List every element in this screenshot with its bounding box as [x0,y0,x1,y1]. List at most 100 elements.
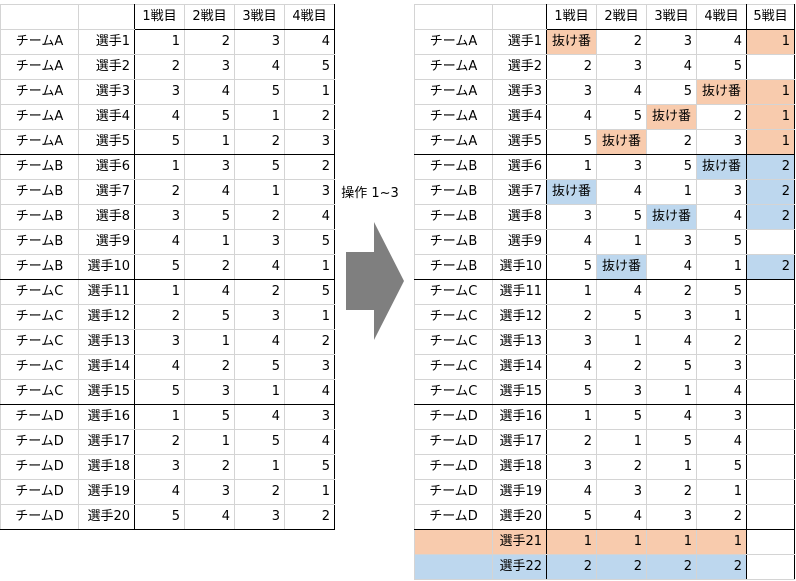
value-cell[interactable]: 抜け番 [646,204,697,230]
value-cell[interactable]: 2 [234,479,285,505]
player-cell[interactable]: 選手5 [78,129,135,155]
team-cell[interactable]: チームB [0,154,79,180]
value-cell[interactable]: 2 [184,254,235,280]
player-cell[interactable]: 選手1 [492,29,547,55]
value-cell[interactable]: 5 [134,254,185,280]
value-cell[interactable]: 2 [546,554,597,580]
value-cell[interactable]: 3 [184,154,235,180]
value-cell[interactable]: 2 [546,304,597,330]
value-cell[interactable]: 1 [134,404,185,430]
player-cell[interactable]: 選手15 [492,379,547,405]
value-cell[interactable]: 4 [234,329,285,355]
value-cell[interactable]: 2 [646,479,697,505]
value-cell[interactable]: 3 [234,504,285,530]
blank-cell[interactable] [492,4,547,30]
column-header[interactable]: 1戦目 [134,4,185,30]
team-cell[interactable]: チームD [414,504,493,530]
fifth-match-cell[interactable]: 1 [746,79,795,105]
value-cell[interactable]: 4 [134,104,185,130]
blank-cell[interactable] [414,4,493,30]
value-cell[interactable]: 2 [646,554,697,580]
value-cell[interactable]: 2 [696,554,747,580]
value-cell[interactable]: 3 [596,379,647,405]
team-cell[interactable]: チームB [414,154,493,180]
fifth-match-cell[interactable]: 2 [746,254,795,280]
fifth-match-cell[interactable]: 2 [746,204,795,230]
value-cell[interactable]: 2 [646,129,697,155]
player-cell[interactable]: 選手12 [78,304,135,330]
player-cell[interactable]: 選手21 [492,529,547,555]
player-cell[interactable]: 選手3 [78,79,135,105]
team-cell[interactable]: チームD [0,454,79,480]
value-cell[interactable]: 2 [596,354,647,380]
player-cell[interactable]: 選手9 [78,229,135,255]
player-cell[interactable]: 選手8 [492,204,547,230]
team-cell[interactable]: チームA [414,129,493,155]
value-cell[interactable]: 1 [596,429,647,455]
value-cell[interactable]: 3 [284,404,335,430]
value-cell[interactable]: 2 [284,104,335,130]
value-cell[interactable]: 抜け番 [546,179,597,205]
value-cell[interactable]: 3 [646,504,697,530]
team-cell[interactable]: チームB [0,254,79,280]
team-cell[interactable] [414,554,493,580]
value-cell[interactable]: 5 [184,204,235,230]
value-cell[interactable]: 3 [234,304,285,330]
value-cell[interactable]: 1 [646,179,697,205]
value-cell[interactable]: 4 [696,204,747,230]
value-cell[interactable]: 2 [284,504,335,530]
value-cell[interactable]: 4 [284,379,335,405]
value-cell[interactable]: 1 [184,429,235,455]
value-cell[interactable]: 2 [134,429,185,455]
value-cell[interactable]: 3 [696,354,747,380]
value-cell[interactable]: 3 [284,129,335,155]
value-cell[interactable]: 3 [284,179,335,205]
player-cell[interactable]: 選手7 [78,179,135,205]
player-cell[interactable]: 選手13 [492,329,547,355]
player-cell[interactable]: 選手11 [78,279,135,305]
value-cell[interactable]: 2 [234,204,285,230]
fifth-match-cell[interactable] [746,529,795,555]
value-cell[interactable]: 3 [646,304,697,330]
value-cell[interactable]: 1 [234,179,285,205]
value-cell[interactable]: 1 [134,154,185,180]
player-cell[interactable]: 選手16 [78,404,135,430]
team-cell[interactable]: チームD [414,404,493,430]
value-cell[interactable]: 1 [284,79,335,105]
team-cell[interactable] [414,529,493,555]
player-cell[interactable]: 選手14 [78,354,135,380]
value-cell[interactable]: 5 [184,304,235,330]
fifth-match-cell[interactable] [746,379,795,405]
value-cell[interactable]: 1 [234,379,285,405]
value-cell[interactable]: 5 [284,54,335,80]
team-cell[interactable]: チームD [0,504,79,530]
value-cell[interactable]: 4 [696,429,747,455]
value-cell[interactable]: 4 [234,54,285,80]
value-cell[interactable]: 4 [646,254,697,280]
player-cell[interactable]: 選手12 [492,304,547,330]
value-cell[interactable]: 5 [284,279,335,305]
value-cell[interactable]: 抜け番 [696,79,747,105]
team-cell[interactable]: チームC [414,379,493,405]
value-cell[interactable]: 4 [134,354,185,380]
player-cell[interactable]: 選手17 [78,429,135,455]
team-cell[interactable]: チームA [0,79,79,105]
value-cell[interactable]: 1 [596,529,647,555]
value-cell[interactable]: 4 [134,479,185,505]
value-cell[interactable]: 2 [184,454,235,480]
value-cell[interactable]: 5 [184,404,235,430]
fifth-match-cell[interactable]: 2 [746,154,795,180]
value-cell[interactable]: 1 [696,479,747,505]
team-cell[interactable]: チームA [0,54,79,80]
player-cell[interactable]: 選手10 [492,254,547,280]
player-cell[interactable]: 選手22 [492,554,547,580]
fifth-match-cell[interactable]: 1 [746,29,795,55]
value-cell[interactable]: 3 [134,204,185,230]
value-cell[interactable]: 1 [596,229,647,255]
value-cell[interactable]: 5 [234,354,285,380]
fifth-match-cell[interactable] [746,479,795,505]
player-cell[interactable]: 選手6 [78,154,135,180]
player-cell[interactable]: 選手8 [78,204,135,230]
team-cell[interactable]: チームB [0,229,79,255]
fifth-match-cell[interactable] [746,504,795,530]
